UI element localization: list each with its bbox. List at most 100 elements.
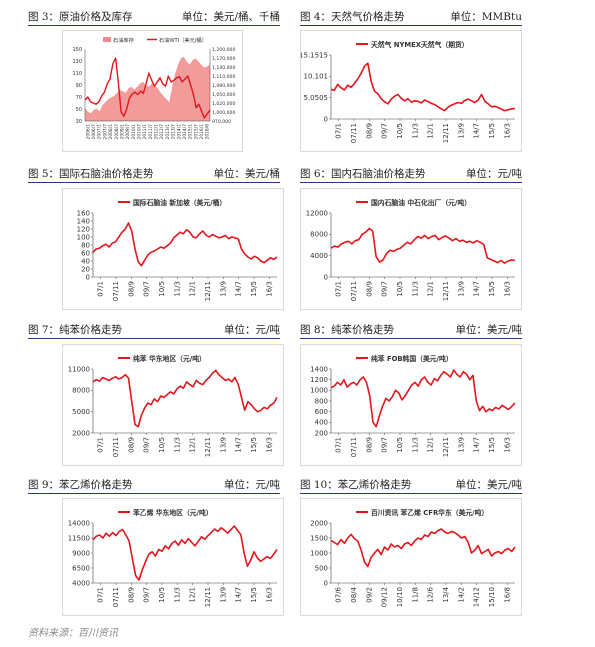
x-tick-label: 13/9 (219, 437, 227, 453)
chart-header-4: 图 6：国内石脑油价格走势 单位：元/吨 (300, 165, 522, 183)
y-tick-label: 20 (81, 265, 90, 273)
y-tick-label: 80 (81, 241, 90, 249)
x-tick-label: 14/7 (235, 437, 243, 453)
y-tick-label: 500 (315, 564, 328, 572)
chart-svg-5: 纯苯 华东地区（元/吨） 11000 8000 5000 2000 07/1 07/11 08… (68, 354, 278, 457)
y-tick-label: 40 (81, 257, 90, 265)
y-tick-label: 160 (77, 209, 90, 217)
x-tick-label: 2010/1 (131, 124, 137, 140)
chart-title: 图 8：纯苯价格走势 (300, 324, 395, 336)
chart-title: 图 4：天然气价格走势 (300, 11, 405, 23)
x-tick-label: 15/5 (250, 437, 258, 453)
x-tick-label: 07/11 (350, 123, 358, 143)
y-tick-label-left: 110 (72, 71, 82, 77)
chart-header-2: 图 4：天然气价格走势 单位：MMBtu (300, 8, 522, 26)
chart-header-5: 图 7：纯苯价格走势 单位：元/吨 (28, 321, 280, 339)
x-tick-label: 11/3 (411, 437, 419, 453)
y-tick-label: 0 (86, 273, 90, 281)
y-tick-label-right: 1,020,000 (212, 101, 235, 107)
x-tick-label: 07/11 (350, 437, 358, 457)
x-tick-label: 07/11 (112, 281, 120, 301)
chart-header-1: 图 3：原油价格及库存 单位：美元/桶、千桶 (28, 8, 280, 26)
legend-label: 国内石脑油 中石化出厂（元/吨） (371, 198, 471, 207)
y-tick-label: 6500 (72, 564, 90, 572)
x-tick-label: 2009/1 (119, 124, 125, 140)
x-tick-label: 14/7 (235, 587, 243, 603)
x-tick-label: 08/9 (365, 281, 373, 297)
x-tick-label: 09/7 (143, 587, 151, 603)
x-tick-label: 13/9 (457, 281, 465, 297)
x-tick-label: 2009/7 (125, 124, 131, 140)
x-tick-label: 10/5 (396, 281, 404, 297)
legend-label: 石油库存 (113, 36, 134, 44)
x-tick-label: 14/7 (473, 437, 481, 453)
x-tick-label: 2014/1 (176, 124, 182, 140)
chart-panel-8: 百川资讯 苯乙烯 CFR华东（美元/吨） 2000 1500 1000 500 0 07/6… (300, 498, 522, 616)
legend-label: 石油WTI（美元/桶） (159, 36, 207, 44)
chart-panel-1: 石油库存 石油WTI（美元/桶） 150 130 110 90 70 50 30 1,200,00… (62, 30, 243, 152)
x-tick-label: 2012/1 (154, 124, 160, 140)
chart-title: 图 9：苯乙烯价格走势 (28, 479, 133, 491)
x-tick-label: 2014/7 (182, 124, 188, 140)
x-tick-label: 11/3 (173, 437, 181, 453)
y-tick-label: 2000 (310, 519, 328, 527)
chart-header-8: 图 10：苯乙烯价格走势 单位：美元/吨 (300, 476, 522, 494)
chart-title: 图 6：国内石脑油价格走势 (300, 168, 426, 180)
x-tick-label: 12/1 (427, 437, 435, 453)
y-tick-label: 0 (324, 273, 328, 281)
x-tick-label: 10/5 (396, 437, 404, 453)
x-tick-label: 2010/7 (136, 124, 142, 140)
x-tick-label: 15/5 (488, 281, 496, 297)
x-tick-label: 10/10 (396, 587, 404, 607)
y-tick-label-left: 90 (76, 83, 82, 89)
chart-svg-4: 国内石脑油 中石化出厂（元/吨） 12000 8000 4000 0 07/1 07/11 0… (306, 198, 516, 301)
chart-title: 图 3：原油价格及库存 (28, 11, 133, 23)
x-tick-label: 2015/7 (193, 124, 199, 140)
legend: 天然气 NYMEX天然气（期货） (356, 40, 469, 49)
chart-panel-3: 国际石脑油 新加坡（美元/桶） 160 140 120 100 80 60 40 20 0 07/1… (62, 188, 284, 310)
chart-header-6: 图 8：纯苯价格走势 单位：美元/吨 (300, 321, 522, 339)
legend-label: 天然气 NYMEX天然气（期货） (371, 40, 469, 49)
y-tick-label: 400 (315, 419, 328, 427)
chart-unit: 单位：美元/桶 (213, 168, 280, 180)
y-tick-label-right: 1,000,000 (212, 110, 235, 116)
series-line (330, 369, 516, 428)
y-tick-label-left: 130 (72, 59, 82, 65)
chart-title: 图 5：国际石脑油价格走势 (28, 168, 154, 180)
x-tick-label: 12/6 (427, 586, 435, 602)
x-tick-label: 2008/1 (108, 124, 114, 140)
x-tick-label: 12/11 (442, 281, 450, 301)
y-tick-label: 14000 (68, 519, 90, 527)
y-tick-label: 12000 (306, 209, 328, 217)
y-tick-label: 800 (315, 397, 328, 405)
x-tick-label: 14/2 (457, 587, 465, 603)
x-tick-label: 07/1 (97, 281, 105, 297)
x-tick-label: 13/9 (457, 123, 465, 139)
x-tick-label: 15/5 (250, 281, 258, 297)
x-tick-label: 13/9 (219, 587, 227, 603)
x-tick-label: 16/3 (265, 281, 273, 297)
x-tick-label: 15/10 (488, 587, 496, 607)
chart-header-3: 图 5：国际石脑油价格走势 单位：美元/桶 (28, 165, 280, 183)
x-tick-label: 09/7 (381, 281, 389, 297)
x-tick-label: 11/3 (173, 587, 181, 603)
x-tick-label: 07/6 (335, 586, 343, 602)
x-tick-label: 15/5 (488, 123, 496, 139)
x-tick-label: 15/5 (488, 437, 496, 453)
y-tick-label-right: 1,140,000 (212, 65, 235, 71)
x-tick-label: 08/9 (365, 123, 373, 139)
chart-panel-5: 纯苯 华东地区（元/吨） 11000 8000 5000 2000 07/1 07/11 08… (62, 344, 284, 466)
y-tick-label-right: 1,050,000 (212, 92, 235, 98)
chart-header-7: 图 9：苯乙烯价格走势 单位：元/吨 (28, 476, 280, 494)
y-tick-label: 1200 (310, 376, 328, 384)
y-tick-label-left: 30 (76, 119, 82, 125)
chart-panel-4: 国内石脑油 中石化出厂（元/吨） 12000 8000 4000 0 07/1 07/11 0… (300, 188, 522, 310)
y-tick-label: 60 (81, 249, 90, 257)
chart-panel-2: 天然气 NYMEX天然气（期货） 15.1515 10.101 5.0505 0 07/1… (300, 30, 522, 152)
y-tick-label-left: 150 (72, 47, 82, 53)
chart-unit: 单位：美元/吨 (455, 324, 522, 336)
y-tick-label: 1400 (310, 365, 328, 373)
y-tick-label: 5000 (72, 408, 90, 416)
x-tick-label: 2007/7 (102, 124, 108, 140)
y-tick-label: 11000 (68, 365, 90, 373)
